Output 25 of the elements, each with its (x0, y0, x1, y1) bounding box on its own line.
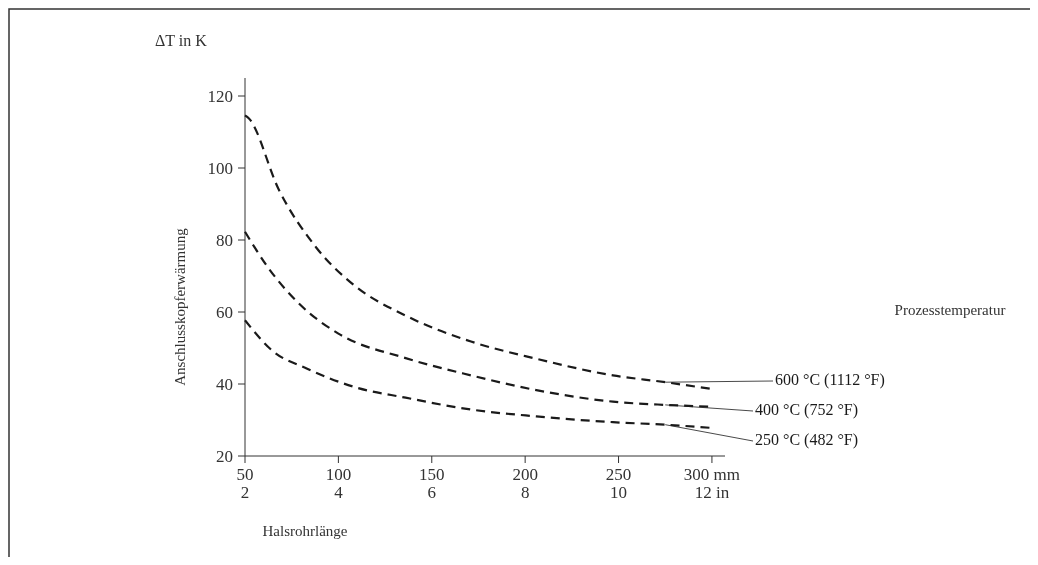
y-tick-label: 120 (207, 86, 233, 106)
text: 600 °C (1112 °F) (775, 371, 885, 389)
x-tick-label: 200 (512, 465, 538, 484)
x2-tick-label: 8 (520, 483, 530, 502)
x-axis-title: Halsrohrlänge (262, 523, 348, 539)
x-tick-label: 100 (325, 465, 352, 484)
x2-tick-label: 6 (427, 483, 437, 502)
x2-tick-label: 10 (610, 483, 628, 502)
x2-tick-label: 12 in (694, 483, 730, 502)
text: 400 °C (752 °F) (755, 401, 859, 419)
y-tick-label: 20 (216, 446, 233, 466)
x2-tick-label: 2 (240, 483, 250, 502)
text: ΔT in K (155, 32, 208, 49)
text: 250 °C (482 °F) (755, 431, 859, 449)
y-tick-label: 60 (216, 302, 233, 322)
x-tick-label: 50 (236, 465, 254, 484)
legend-title: Prozesstemperatur (894, 302, 1006, 318)
x-tick-label: 300 mm (683, 465, 741, 484)
x-tick-label: 250 (605, 465, 632, 484)
y-tick-label: 100 (207, 158, 233, 178)
y-tick-label: 80 (216, 230, 233, 250)
x2-tick-label: 4 (334, 483, 344, 502)
x-tick-label: 150 (419, 465, 445, 484)
y-tick-label: 40 (216, 374, 233, 394)
y-axis-title: Anschlusskopferwärmung (172, 227, 188, 386)
